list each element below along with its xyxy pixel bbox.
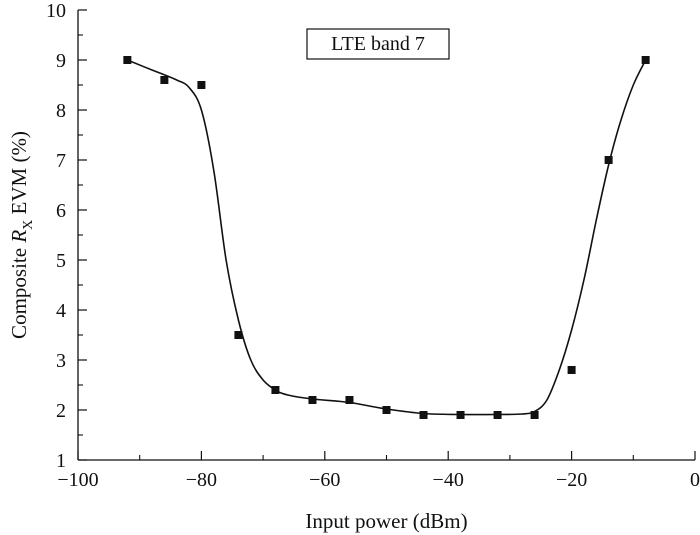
y-axis-label-suffix: EVM (%) [7, 131, 31, 220]
y-tick-label: 1 [56, 450, 66, 472]
data-point [567, 366, 576, 374]
y-tick-label: 9 [56, 50, 66, 72]
data-points [123, 56, 650, 419]
y-axis-label: Composite RX EVM (%) [7, 131, 36, 339]
y-tick-label: 3 [56, 350, 66, 372]
data-point [345, 396, 354, 404]
y-tick-label: 6 [56, 200, 66, 222]
data-point [382, 406, 391, 414]
x-tick-label: −60 [309, 469, 340, 491]
fit-curve [127, 59, 647, 416]
data-point [641, 56, 650, 64]
x-tick-label: −40 [433, 469, 464, 491]
data-point [197, 81, 206, 89]
y-axis-label-subscript: X [21, 220, 36, 230]
x-tick-label: −80 [186, 469, 217, 491]
data-point [419, 411, 428, 419]
annotation-frame [306, 28, 450, 60]
data-point [123, 56, 132, 64]
data-point [456, 411, 465, 419]
annotation-text: LTE band 7 [331, 33, 425, 55]
y-axis-label-italic: R [7, 230, 31, 244]
data-point [234, 331, 243, 339]
y-axis-label-prefix: Composite [7, 243, 31, 339]
y-tick-label: 8 [56, 100, 66, 122]
data-point [604, 156, 613, 164]
y-tick-label: 10 [46, 0, 66, 22]
data-point [308, 396, 317, 404]
y-tick-label: 7 [56, 150, 66, 172]
annotation-box: LTE band 7 [306, 28, 450, 60]
data-point [530, 411, 539, 419]
data-point [493, 411, 502, 419]
y-tick-label: 4 [56, 300, 66, 322]
x-tick-label: −20 [556, 469, 587, 491]
x-tick-label: −100 [57, 469, 98, 491]
y-tick-label: 2 [56, 400, 66, 422]
y-tick-label: 5 [56, 250, 66, 272]
x-axis-label: Input power (dBm) [305, 509, 467, 533]
x-tick-label: 0 [690, 469, 700, 491]
ticks: −100 −80 −60 −40 −20 0 1 2 3 4 5 6 7 8 9 10 [46, 0, 700, 491]
data-point [160, 76, 169, 84]
fit-curve-group [127, 59, 647, 416]
data-point [271, 386, 280, 394]
